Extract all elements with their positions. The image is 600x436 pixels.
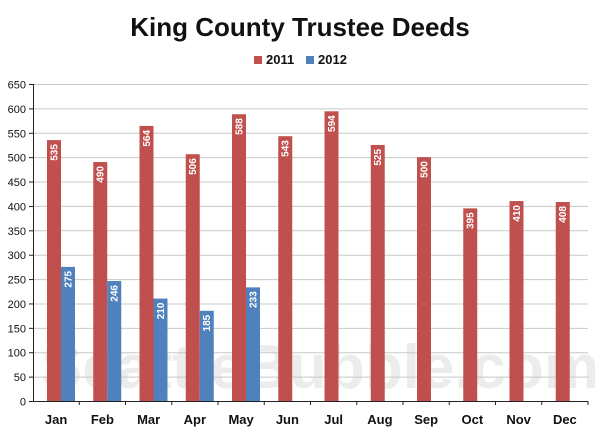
bar-2012-May (246, 287, 260, 401)
x-tick-label-Aug: Aug (367, 412, 392, 427)
bar-2011-Oct (463, 208, 478, 401)
x-tick-label-Jun: Jun (276, 412, 299, 427)
legend-label-2011: 2011 (266, 52, 294, 67)
bar-2011-Sep (417, 157, 431, 401)
y-tick-label-50: 50 (14, 372, 26, 384)
x-tick-label-Mar: Mar (137, 412, 160, 427)
x-tick-label-Jul: Jul (324, 412, 343, 427)
y-tick-label-350: 350 (8, 226, 26, 238)
data-label-2011-Jul: 594 (327, 115, 338, 132)
data-label-2012-Mar: 210 (156, 302, 167, 319)
y-tick-label-250: 250 (8, 275, 26, 287)
chart-title: King County Trustee Deeds (130, 12, 470, 42)
legend: 2011 2012 (254, 52, 347, 67)
bar-2011-Feb (93, 162, 108, 401)
data-label-2012-Apr: 185 (202, 314, 213, 331)
x-tick-label-May: May (228, 412, 254, 427)
x-tick-label-Feb: Feb (91, 412, 114, 427)
bar-2012-Feb (107, 281, 122, 401)
x-tick-label-Nov: Nov (506, 412, 531, 427)
x-tick-label-Oct: Oct (462, 412, 484, 427)
x-axis-labels: Jan Feb Mar Apr May Jun Jul Aug Sep Oct Nov Dec (45, 401, 589, 427)
y-axis-ticks: 0 50 100 150 200 250 300 350 400 450 500 550 600 650 (8, 80, 33, 409)
y-tick-label-500: 500 (8, 153, 26, 165)
data-label-2011-Apr: 506 (188, 158, 199, 175)
data-label-2011-Sep: 500 (420, 161, 431, 178)
watermark-text: SeattleBubble.com (41, 333, 599, 402)
data-label-2012-Jan: 275 (64, 270, 75, 287)
x-tick-label-Jan: Jan (45, 412, 67, 427)
bar-2011-Nov (509, 201, 524, 401)
data-label-2011-Dec: 408 (558, 206, 569, 223)
data-label-2011-Jun: 543 (281, 140, 292, 157)
bar-2012-Jan (61, 266, 75, 401)
gridlines (33, 84, 588, 402)
x-tick-label-Sep: Sep (414, 412, 438, 427)
data-label-2012-Feb: 246 (110, 285, 121, 302)
data-label-2011-Aug: 525 (373, 149, 384, 166)
y-tick-label-550: 550 (8, 128, 26, 140)
bar-2011-Jan (47, 140, 61, 402)
y-tick-label-650: 650 (8, 80, 26, 92)
data-label-2011-Mar: 564 (142, 130, 153, 147)
data-label-2012-May: 233 (249, 291, 260, 308)
legend-swatch-2011 (254, 56, 262, 64)
data-label-2011-May: 588 (235, 118, 246, 135)
bar-2011-Apr (185, 154, 200, 401)
y-tick-label-600: 600 (8, 104, 26, 116)
data-label-2011-Jan: 535 (50, 144, 61, 161)
x-tick-label-Apr: Apr (184, 412, 206, 427)
data-label-2011-Feb: 490 (96, 166, 107, 183)
bar-2011-Aug (370, 144, 385, 401)
bar-2012-Apr (199, 310, 214, 401)
bar-2011-May (232, 114, 246, 401)
y-tick-label-300: 300 (8, 250, 26, 262)
data-label-2011-Nov: 410 (512, 205, 523, 222)
bar-2011-Jun (278, 136, 293, 401)
y-tick-label-0: 0 (20, 397, 26, 409)
legend-swatch-2012 (306, 56, 314, 64)
data-label-2011-Oct: 395 (466, 212, 477, 229)
bars: 535 275 490 246 564 210 506 185 588 233 543 594 525 5… (47, 111, 570, 402)
legend-label-2012: 2012 (318, 52, 347, 67)
y-tick-label-100: 100 (8, 348, 26, 360)
y-tick-label-400: 400 (8, 201, 26, 213)
bar-2011-Jul (324, 111, 339, 402)
y-tick-label-450: 450 (8, 177, 26, 189)
x-tick-label-Dec: Dec (553, 412, 577, 427)
bar-2011-Dec (555, 202, 570, 401)
y-tick-label-200: 200 (8, 299, 26, 311)
bar-2012-Mar (153, 298, 168, 401)
bar-2011-Mar (139, 125, 154, 402)
y-tick-label-150: 150 (8, 323, 26, 335)
